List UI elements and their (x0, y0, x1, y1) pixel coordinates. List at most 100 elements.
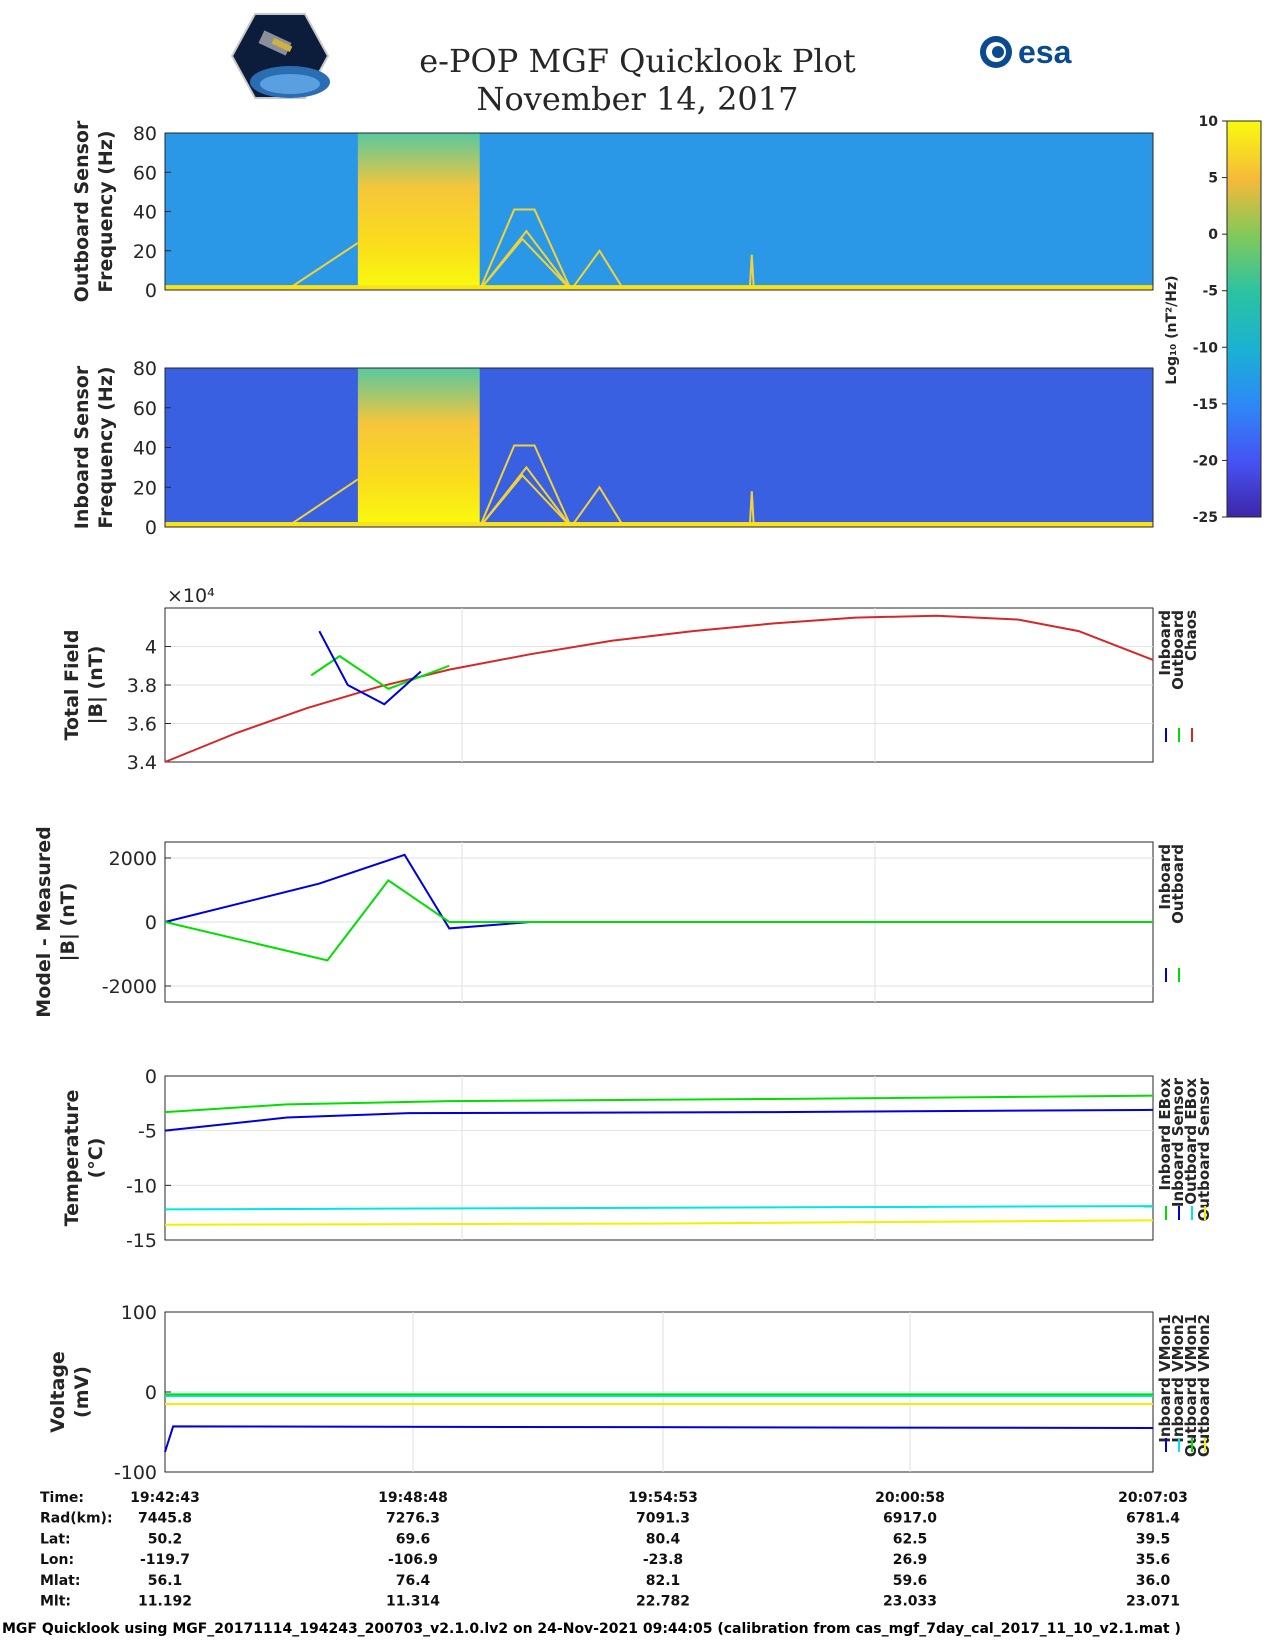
title-line-1: e-POP MGF Quicklook Plot (419, 42, 856, 80)
y-tick-label: 20 (133, 241, 157, 263)
ephemeris-value: 11.314 (386, 1594, 440, 1610)
spectral-ridge (478, 237, 572, 291)
colorbar-tick-label: 0 (1208, 227, 1218, 243)
y-axis-label-line: (mV) (71, 1366, 93, 1418)
y-axis-label-line: Outboard Sensor (71, 120, 93, 302)
ephemeris-row-label: Mlt: (40, 1594, 71, 1610)
y-axis-label-line: Model - Measured (33, 826, 55, 1017)
y-tick-label: 80 (133, 123, 157, 145)
spectral-burst (357, 133, 480, 290)
y-tick-label: 80 (133, 358, 157, 380)
ephemeris-value: 82.1 (646, 1573, 681, 1589)
ephemeris-value: 69.6 (396, 1531, 431, 1547)
series-outboard (310, 654, 450, 690)
colorbar-tick-label: -10 (1193, 340, 1219, 356)
y-axis-label-line: Temperature (61, 1090, 83, 1227)
colorbar-tick-label: -20 (1193, 453, 1219, 469)
ephemeris-value: 7445.8 (138, 1511, 192, 1527)
series-chaos (164, 614, 1154, 763)
y-tick-label: 3.4 (127, 752, 157, 774)
ephemeris-value: 7091.3 (636, 1511, 690, 1527)
spectral-ridge (570, 248, 625, 291)
y-axis-label-line: Voltage (47, 1351, 69, 1433)
legend-label: Outboard EBox (1182, 1078, 1200, 1205)
series-inboard-vmon1 (164, 1425, 1154, 1453)
y-axis-label: Voltage (mV) (47, 1351, 93, 1433)
colorbar-gradient (1226, 120, 1262, 518)
ephemeris-row-label: Time: (40, 1490, 84, 1506)
spectrogram-inboard-background (165, 368, 1153, 527)
ephemeris-value: 23.033 (883, 1594, 937, 1610)
ephemeris-value: 22.782 (636, 1594, 690, 1610)
y-tick-label: 100 (121, 1302, 157, 1324)
ephemeris-value: 7276.3 (386, 1511, 440, 1527)
legend-label: Inboard (1156, 610, 1174, 676)
y-axis-label-line: Frequency (Hz) (95, 366, 117, 528)
y-tick-label: 3.6 (127, 714, 157, 736)
low-frequency-band (165, 285, 1153, 290)
ephemeris-value: -106.9 (388, 1552, 438, 1568)
colorbar-tick-label: -5 (1202, 284, 1218, 300)
ephemeris-value: 35.6 (1136, 1552, 1171, 1568)
ephemeris-value: 19:48:48 (378, 1490, 448, 1506)
y-axis-label: Model - Measured |B| (nT) (33, 826, 79, 1017)
y-tick-label: -5 (138, 1121, 157, 1143)
y-tick-label: 0 (145, 280, 157, 302)
spectrogram-inboard: 80 60 40 20 0 Inboard Sensor Frequency (Hz) (71, 358, 1154, 539)
low-frequency-band (165, 522, 1153, 527)
y-tick-label: 0 (145, 1382, 157, 1404)
exponent-label: ×10⁴ (167, 585, 215, 607)
y-axis-label: Total Field |B| (nT) (61, 629, 107, 740)
y-axis-label-line: (°C) (85, 1138, 107, 1179)
colorbar-tick-label: -15 (1193, 397, 1218, 413)
ephemeris-value: 19:42:43 (130, 1490, 200, 1506)
legend-label: Inboard EBox (1156, 1078, 1174, 1191)
ephemeris-value: 26.9 (893, 1552, 928, 1568)
spectral-ridge (478, 444, 572, 528)
voltage-panel: 100 0 -100 Voltage (mV) Inboard VMon1Inboard … (47, 1302, 1213, 1484)
y-tick-label: 20 (133, 477, 157, 499)
legend-label: Inboard VMon2 (1169, 1314, 1187, 1443)
series-outboard-sensor (164, 1219, 1154, 1226)
ephemeris-value: 20:07:03 (1118, 1490, 1188, 1506)
ephemeris-value: 6917.0 (883, 1511, 937, 1527)
ephemeris-row-label: Lon: (40, 1552, 74, 1568)
spectral-ridge (478, 208, 572, 291)
ephemeris-value: 20:00:58 (875, 1490, 945, 1506)
ephemeris-row-label: Mlat: (40, 1573, 80, 1589)
y-axis-label: Outboard Sensor Frequency (Hz) (71, 120, 117, 302)
y-tick-label: -15 (126, 1230, 157, 1252)
y-axis-label-line: Inboard Sensor (71, 365, 93, 529)
ephemeris-row-label: Lat: (40, 1531, 71, 1547)
colorbar-tick-label: -25 (1193, 510, 1218, 526)
y-tick-label: -2000 (102, 976, 157, 998)
ephemeris-table: Time: Rad(km): Lat: Lon: Mlat: Mlt: 19:42:43 74… (40, 1490, 1188, 1610)
colorbar-tick-label: 5 (1208, 171, 1218, 187)
ephemeris-value: -119.7 (140, 1552, 190, 1568)
spectral-ridge (286, 478, 359, 528)
ephemeris-value: 50.2 (148, 1531, 183, 1547)
legend-label: Outboard (1169, 844, 1187, 924)
y-tick-label: 2000 (109, 848, 157, 870)
y-axis-label-line: |B| (nT) (85, 646, 107, 725)
legend-label: Chaos (1182, 610, 1200, 661)
spectral-ridge (478, 473, 572, 528)
ephemeris-value: 36.0 (1136, 1573, 1171, 1589)
y-tick-label: -10 (126, 1175, 157, 1197)
cassiope-logo (230, 12, 330, 104)
y-tick-label: 60 (133, 162, 157, 184)
y-axis-label: Inboard Sensor Frequency (Hz) (71, 365, 117, 529)
ephemeris-value: 23.071 (1126, 1594, 1180, 1610)
y-tick-label: 0 (145, 1066, 157, 1088)
series-inboard (318, 630, 422, 706)
legend-label: Outboard (1169, 610, 1187, 690)
ephemeris-value: 6781.4 (1126, 1511, 1180, 1527)
series-outboard-ebox (164, 1205, 1154, 1211)
legend-label: Outboard VMon1 (1182, 1314, 1200, 1457)
colorbar-tick-label: 10 (1199, 114, 1219, 130)
footer-caption: MGF Quicklook using MGF_20171114_194243_… (2, 1621, 1181, 1637)
y-tick-label: 40 (133, 438, 157, 460)
y-axis-label-line: Frequency (Hz) (95, 130, 117, 292)
esa-wordmark: esa (1018, 34, 1072, 70)
